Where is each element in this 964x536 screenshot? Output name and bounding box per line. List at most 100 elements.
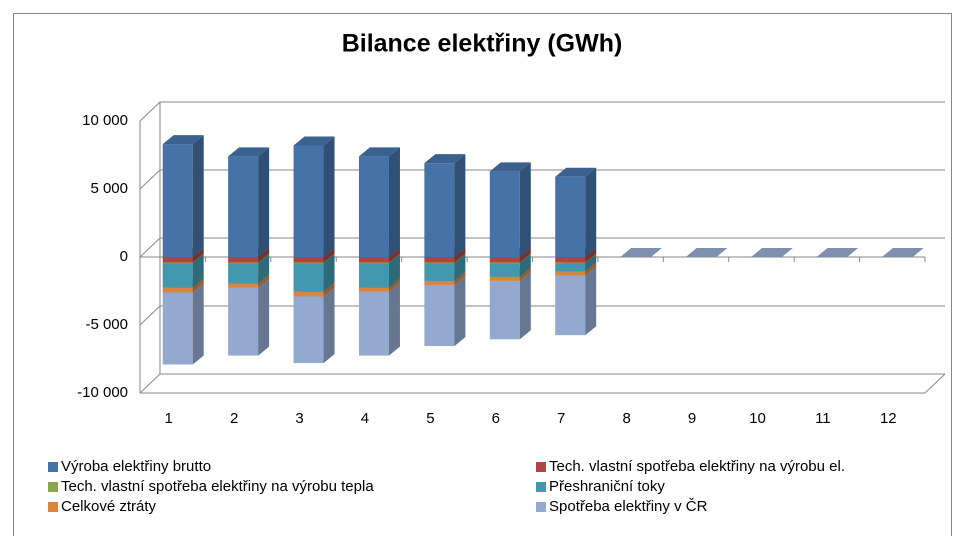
bar: [358, 282, 400, 356]
bar-front: [358, 156, 389, 257]
bar-side: [258, 147, 270, 257]
bar-side: [323, 254, 335, 292]
bar-top: [489, 162, 531, 172]
bar-front: [162, 262, 193, 264]
y-tick-label: 10 000: [82, 112, 128, 129]
bar-side: [192, 278, 204, 293]
bar-side: [454, 275, 466, 347]
bar-side: [323, 136, 335, 257]
bar-front: [293, 263, 324, 292]
legend-swatch: [536, 462, 546, 472]
legend-label: Výroba elektřiny brutto: [61, 458, 211, 475]
x-tick-label: 9: [688, 410, 696, 427]
bar-front: [424, 284, 455, 347]
bar-front: [293, 296, 324, 364]
bar-front: [489, 280, 520, 340]
bar-side: [258, 254, 270, 284]
bar-front: [228, 263, 259, 284]
bar-side: [585, 167, 597, 257]
x-tick-label: 8: [622, 410, 630, 427]
bar-side: [388, 254, 400, 288]
x-tick-label: 3: [295, 410, 303, 427]
bar-side: [258, 274, 270, 288]
bar-front: [358, 257, 389, 263]
bar-side: [519, 271, 531, 340]
bar-front: [358, 263, 389, 288]
bar: [228, 147, 270, 257]
chart-title: Bilance elektřiny (GWh): [342, 30, 623, 58]
x-tick-label: 5: [426, 410, 434, 427]
bar: [816, 248, 858, 257]
bar-front: [358, 262, 389, 264]
bar: [424, 154, 466, 257]
bar-side: [519, 253, 531, 264]
bar: [162, 135, 204, 257]
bar-front: [489, 263, 520, 277]
x-tick-label: 6: [492, 410, 500, 427]
bar-top: [882, 248, 924, 257]
x-tick-label: 2: [230, 410, 238, 427]
bar: [228, 278, 270, 356]
bar-front: [293, 257, 324, 263]
bar-side: [258, 248, 270, 263]
bar-front: [555, 263, 586, 272]
bar: [424, 275, 466, 347]
legend-label: Spotřeba elektřiny v ČR: [549, 498, 708, 515]
bar-front: [293, 262, 324, 264]
bar: [489, 162, 531, 257]
bar-side: [519, 248, 531, 263]
bar-front: [228, 287, 259, 356]
y-tick-label: 0: [120, 248, 128, 265]
bar-side: [454, 248, 466, 263]
x-tick-label: 10: [749, 410, 766, 427]
bar-side: [323, 287, 335, 364]
bar-front: [424, 263, 455, 281]
bar: [686, 248, 728, 257]
bar-side: [388, 253, 400, 264]
bar: [555, 167, 597, 257]
legend-swatch: [48, 502, 58, 512]
bar: [620, 248, 662, 257]
bar-side: [192, 283, 204, 365]
bar-front: [489, 262, 520, 264]
bar-front: [555, 257, 586, 263]
bar-front: [228, 257, 259, 263]
bar-side: [323, 248, 335, 263]
bar-front: [555, 271, 586, 276]
bar-front: [424, 257, 455, 263]
bar-front: [555, 275, 586, 336]
x-tick-label: 11: [815, 410, 831, 427]
bar-side: [323, 253, 335, 264]
bar-front: [162, 257, 193, 263]
floor: [140, 373, 946, 394]
bar-top: [424, 154, 466, 164]
legend-label: Celkové ztráty: [61, 498, 157, 515]
bar-front: [228, 283, 259, 288]
bar-side: [323, 282, 335, 297]
bar-front: [489, 257, 520, 263]
bar-side: [585, 254, 597, 272]
bar-front: [293, 291, 324, 297]
bar-top: [162, 135, 204, 145]
legend-label: Přeshraniční toky: [549, 478, 665, 495]
bar-top: [816, 248, 858, 257]
y-tick-label: -5 000: [85, 316, 128, 333]
grid-line: [139, 169, 945, 190]
bar: [751, 248, 793, 257]
bar-front: [424, 280, 455, 285]
bar-front: [228, 262, 259, 264]
bar-front: [162, 263, 193, 288]
bar: [555, 266, 597, 336]
bar-top: [293, 136, 335, 146]
bar-side: [585, 253, 597, 264]
legend-label: Tech. vlastní spotřeba elektřiny na výro…: [61, 478, 374, 495]
bar-front: [228, 156, 259, 257]
bar-top: [751, 248, 793, 257]
bar-side: [258, 253, 270, 264]
x-tick-label: 4: [361, 410, 369, 427]
bar: [358, 147, 400, 257]
bar-front: [162, 287, 193, 293]
x-tick-label: 1: [165, 410, 173, 427]
bar-side: [585, 266, 597, 336]
